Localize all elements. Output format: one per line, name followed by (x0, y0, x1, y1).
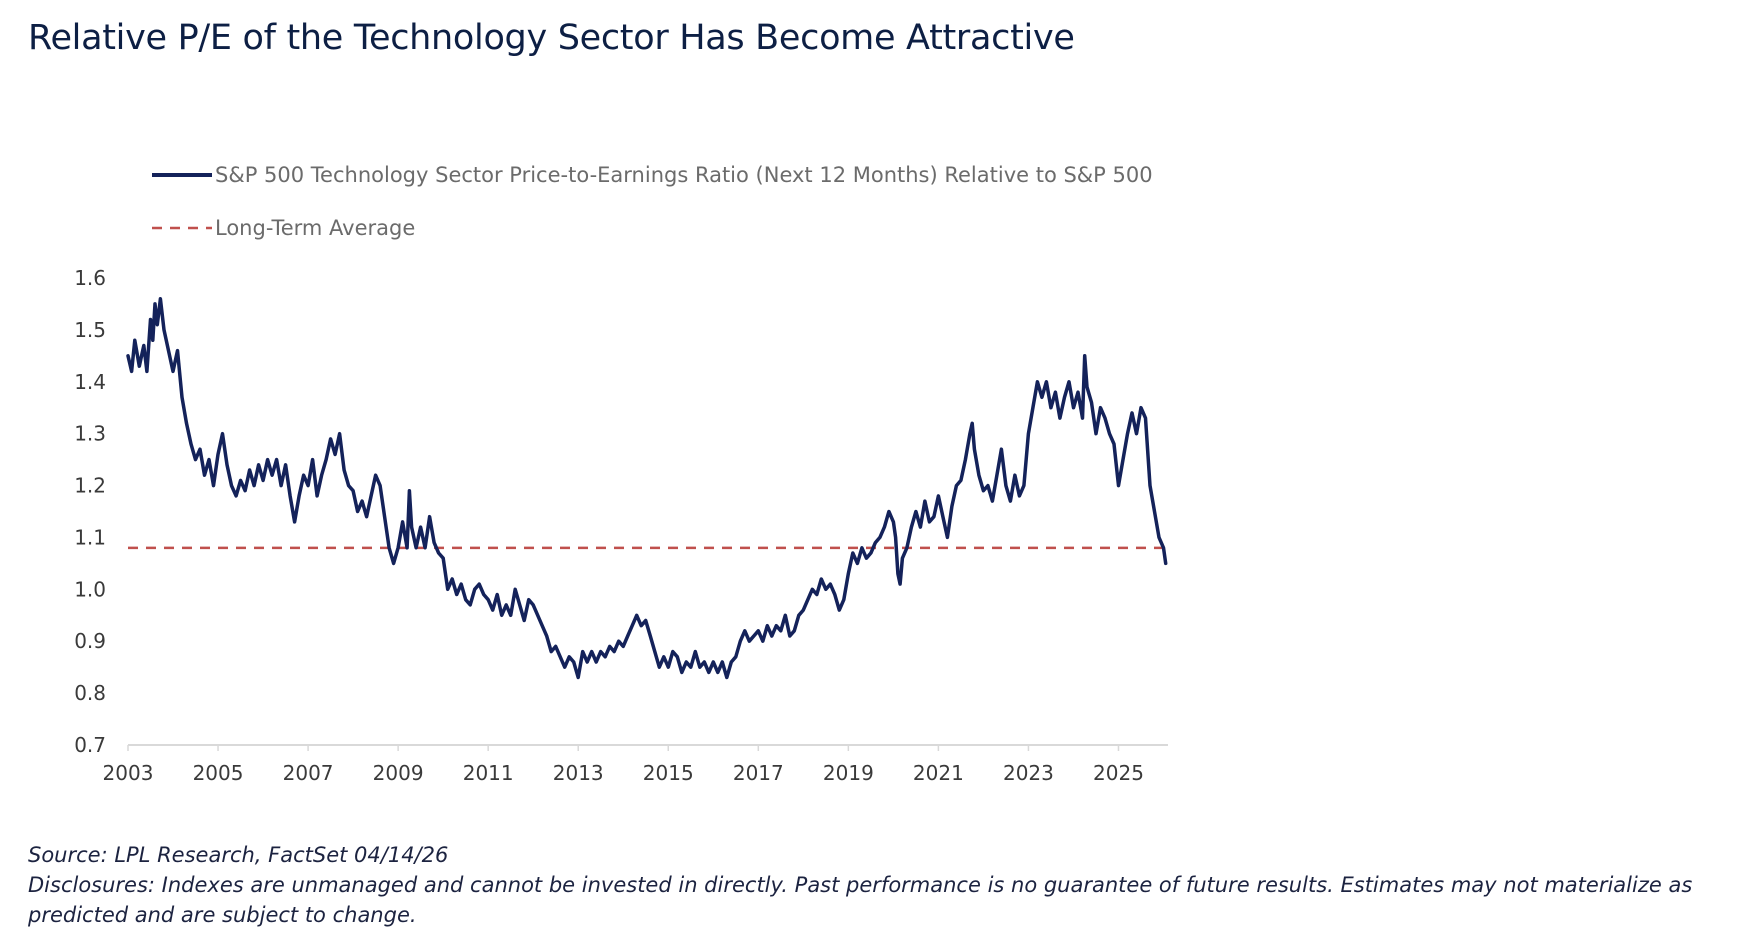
y-tick-label: 0.8 (74, 681, 106, 705)
page-title: Relative P/E of the Technology Sector Ha… (28, 18, 1075, 58)
x-tick-label: 2015 (643, 761, 694, 785)
x-tick-label: 2013 (553, 761, 604, 785)
y-tick-label: 1.3 (74, 422, 106, 446)
legend-label-series: S&P 500 Technology Sector Price-to-Earni… (215, 163, 1153, 187)
y-tick-label: 1.1 (74, 525, 106, 549)
y-tick-label: 0.7 (74, 733, 106, 757)
series-line-tech-relative-pe (126, 297, 1168, 680)
disclosure-note: Disclosures: Indexes are unmanaged and c… (28, 873, 1693, 927)
source-note: Source: LPL Research, FactSet 04/14/26 (28, 843, 449, 867)
legend-label-average: Long-Term Average (215, 216, 415, 240)
x-tick-label: 2011 (463, 761, 514, 785)
x-axis: 2003 2005 2007 2009 2011 2013 2015 2017 2019 2021… (103, 745, 1144, 785)
y-tick-label: 1.4 (74, 370, 106, 394)
x-tick-label: 2017 (733, 761, 784, 785)
x-tick-label: 2019 (823, 761, 874, 785)
y-axis: 1.6 1.5 1.4 1.3 1.2 1.1 1.0 0.9 0.8 0.7 (74, 266, 106, 757)
x-tick-label: 2021 (913, 761, 964, 785)
x-tick-label: 2023 (1003, 761, 1054, 785)
x-tick-label: 2003 (103, 761, 154, 785)
legend: S&P 500 Technology Sector Price-to-Earni… (152, 163, 1153, 240)
x-tick-label: 2025 (1093, 761, 1144, 785)
y-tick-label: 1.2 (74, 474, 106, 498)
y-tick-label: 1.6 (74, 266, 106, 290)
y-tick-label: 0.9 (74, 629, 106, 653)
y-tick-label: 1.5 (74, 318, 106, 342)
y-tick-label: 1.0 (74, 577, 106, 601)
x-tick-label: 2007 (283, 761, 334, 785)
x-tick-label: 2009 (373, 761, 424, 785)
x-tick-label: 2005 (193, 761, 244, 785)
